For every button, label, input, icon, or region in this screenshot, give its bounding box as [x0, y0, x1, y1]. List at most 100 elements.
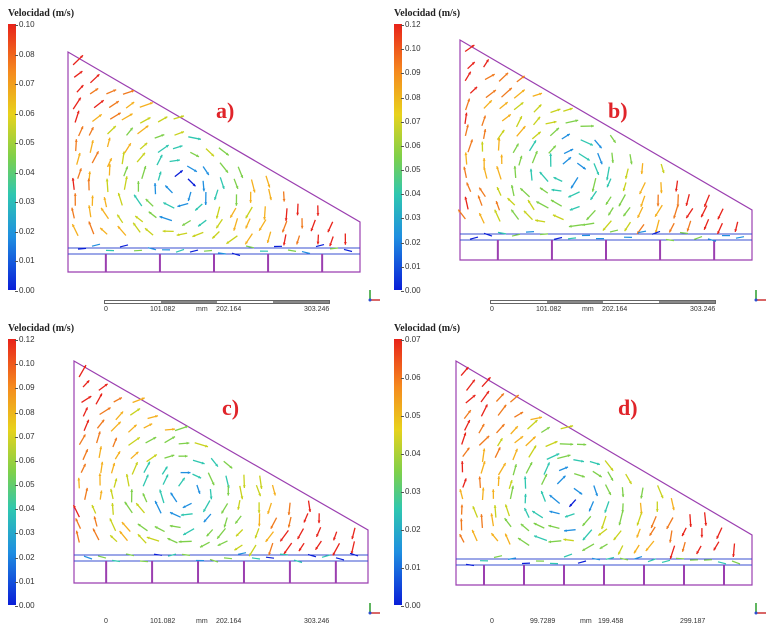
vector-arrowhead	[195, 207, 199, 211]
scale-bar: 0 99.7289 mm 199.458 299.187	[490, 618, 716, 629]
vector-arrowhead	[283, 551, 287, 554]
vector-arrowhead	[660, 495, 664, 499]
vector-arrowhead	[505, 72, 509, 76]
vector-arrowhead	[685, 202, 689, 206]
velocity-vector	[91, 243, 101, 247]
vector-arrowhead	[135, 462, 138, 466]
vector-arrowhead	[153, 437, 157, 440]
vector-arrowhead	[472, 529, 475, 533]
vector-arrowhead	[99, 490, 103, 494]
colorbar	[8, 24, 16, 290]
axes-triad-icon	[754, 290, 766, 302]
vector-arrowhead	[149, 423, 153, 427]
velocity-vector	[567, 237, 577, 240]
vector-arrowhead	[111, 503, 114, 506]
vector-arrowhead	[716, 535, 720, 539]
vector-arrowhead	[575, 119, 579, 123]
vector-arrowhead	[606, 184, 610, 188]
vector-arrowhead	[539, 171, 543, 175]
vector-arrowhead	[203, 509, 206, 512]
vector-arrowhead	[622, 188, 626, 192]
vector-arrowhead	[497, 476, 501, 479]
scale-0: 0	[490, 306, 494, 313]
velocity-vector	[321, 554, 331, 558]
vector-arrowhead	[86, 380, 90, 384]
vector-arrowhead	[192, 234, 196, 237]
velocity-vector	[209, 558, 219, 563]
vector-arrowhead	[521, 89, 525, 93]
vector-arrowhead	[659, 190, 663, 194]
vector-arrowhead	[624, 228, 628, 232]
vector-arrowhead	[661, 170, 665, 174]
vector-arrowhead	[629, 161, 633, 165]
vector-arrowhead	[273, 492, 276, 496]
colorbar-tick-label: 0.06	[15, 108, 35, 118]
vector-arrowhead	[591, 188, 595, 192]
scale-1: 101.082	[150, 618, 176, 625]
vector-arrowhead	[458, 209, 461, 213]
vector-arrowhead	[198, 223, 202, 227]
vector-arrowhead	[75, 518, 79, 522]
vector-arrowhead	[85, 487, 89, 491]
vector-arrowhead	[98, 431, 101, 435]
vector-arrowhead	[460, 518, 463, 522]
velocity-vector	[525, 231, 535, 233]
scale-3: 299.187	[680, 618, 706, 625]
scale-0: 0	[104, 618, 108, 625]
vector-arrowhead	[198, 137, 201, 141]
vector-arrowhead	[568, 157, 571, 160]
vector-arrowhead	[221, 510, 225, 514]
vector-arrowhead	[520, 188, 524, 192]
velocity-vector	[465, 563, 475, 567]
vector-arrowhead	[567, 454, 571, 458]
scale-0: 0	[490, 618, 494, 625]
scale-unit: mm	[196, 618, 208, 625]
vector-arrowhead	[610, 477, 613, 481]
vector-arrowhead	[267, 184, 271, 188]
colorbar-tick-label: 0.06	[15, 455, 35, 465]
vector-arrowhead	[481, 487, 485, 491]
vector-arrowhead	[169, 524, 173, 528]
velocity-vector	[203, 249, 213, 252]
vector-arrowhead	[464, 196, 468, 200]
vector-arrowhead	[503, 404, 507, 408]
vector-arrowhead	[142, 152, 145, 156]
vector-arrowhead	[234, 547, 238, 551]
vector-arrowhead	[548, 540, 552, 544]
vector-arrowhead	[237, 506, 240, 510]
vector-arrowhead	[87, 178, 91, 182]
vector-arrowhead	[570, 425, 574, 428]
vector-arrowhead	[77, 152, 81, 156]
vector-arrowhead	[568, 194, 572, 198]
vector-arrowhead	[467, 420, 470, 423]
vector-arrowhead	[590, 197, 594, 200]
vector-arrowhead	[170, 512, 173, 515]
vector-arrowhead	[117, 112, 121, 116]
vector-arrowhead	[550, 199, 554, 203]
velocity-vector	[231, 252, 241, 257]
vector-arrowhead	[582, 537, 586, 541]
vector-arrowhead	[172, 436, 175, 440]
velocity-vector	[605, 556, 615, 560]
colorbar-tick-label: 0.04	[15, 504, 35, 514]
vector-arrowhead	[104, 383, 108, 387]
velocity-vector	[483, 232, 493, 237]
velocity-vector	[237, 552, 247, 555]
vector-arrowhead	[91, 140, 94, 143]
vector-arrowhead	[110, 488, 113, 492]
vector-arrowhead	[254, 535, 258, 539]
vector-arrowhead	[549, 153, 553, 156]
vector-arrowhead	[463, 166, 466, 170]
vector-arrowhead	[268, 552, 271, 556]
vector-arrowhead	[108, 163, 112, 167]
vector-arrowhead	[100, 461, 104, 465]
vector-arrowhead	[669, 229, 672, 233]
vector-arrowhead	[681, 548, 685, 552]
vector-arrowhead	[505, 533, 508, 537]
vector-arrowhead	[538, 104, 542, 108]
vector-arrowhead	[523, 210, 527, 214]
colorbar-tick-label: 0.07	[15, 79, 35, 89]
vector-arrowhead	[546, 427, 550, 430]
vector-arrowhead	[547, 462, 550, 466]
vector-arrowhead	[187, 471, 191, 475]
